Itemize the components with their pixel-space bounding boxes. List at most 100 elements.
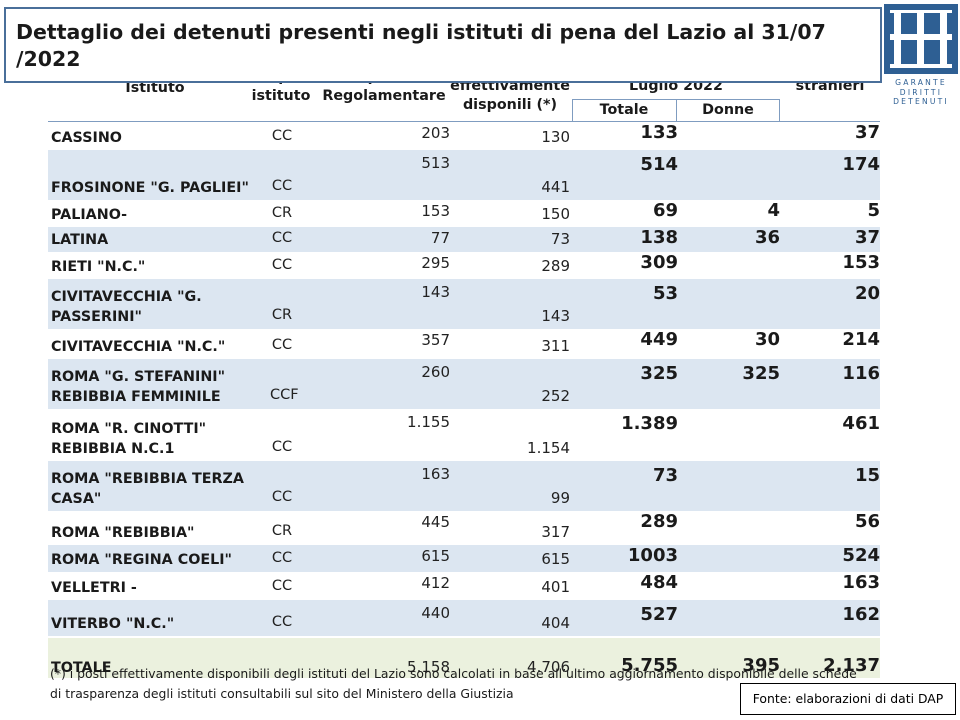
table-row: ROMA "R. CINOTTI" REBIBBIA N.C.1 CC 1.155 1.…: [48, 409, 880, 461]
capienza-cell: 1.155: [407, 413, 450, 431]
header-totale: Totale: [599, 102, 649, 118]
institute-name-line: VELLETRI -: [51, 580, 137, 596]
institute-name-line: VITERBO "N.C.": [51, 616, 175, 632]
institute-name: LATINA: [51, 230, 108, 250]
header-istituto: Istituto: [125, 80, 185, 96]
stranieri-cell: 214: [842, 329, 880, 350]
institute-name: ROMA "R. CINOTTI" REBIBBIA N.C.1: [51, 419, 206, 459]
institute-name-line: REBIBBIA FEMMINILE: [51, 389, 221, 405]
institute-name-line: CASSINO: [51, 130, 122, 146]
table-row: CIVITAVECCHIA "G. PASSERINI" CR 143 143 53 20: [48, 279, 880, 329]
stranieri-cell: 116: [842, 363, 880, 384]
totale-cell: 514: [640, 154, 678, 175]
institute-name: CIVITAVECCHIA "G. PASSERINI": [51, 287, 202, 327]
capienza-cell: 513: [421, 154, 450, 172]
institute-name: CIVITAVECCHIA "N.C.": [51, 337, 225, 357]
institute-name: VELLETRI -: [51, 578, 137, 598]
institute-name-line: PALIANO-: [51, 207, 128, 223]
posti-cell: 311: [541, 337, 570, 355]
institute-name: ROMA "REBIBBIA": [51, 523, 195, 543]
totale-cell: 133: [640, 122, 678, 143]
totale-cell: 73: [652, 465, 678, 486]
subheader-left-line: [572, 99, 573, 121]
table-row: FROSINONE "G. PAGLIEI" CC 513 441 514 174: [48, 150, 880, 200]
capienza-cell: 440: [421, 604, 450, 622]
posti-cell: 150: [541, 205, 570, 223]
institute-name-line: ROMA "R. CINOTTI": [51, 421, 207, 437]
institute-name: ROMA "REBIBBIA TERZA CASA": [51, 469, 244, 509]
stranieri-cell: 15: [854, 465, 880, 486]
source-box: Fonte: elaborazioni di dati DAP: [740, 683, 956, 715]
table-row: ROMA "G. STEFANINI" REBIBBIA FEMMINILE CCF…: [48, 359, 880, 409]
totale-cell: 325: [640, 363, 678, 384]
donne-cell: 4: [767, 200, 780, 221]
institute-name-line: FROSINONE "G. PAGLIEI": [51, 180, 249, 196]
total-posti: 4.706: [527, 658, 570, 676]
posti-cell: 289: [541, 257, 570, 275]
table-row: CIVITAVECCHIA "N.C." CC 357 311 449 30 214: [48, 329, 880, 359]
institute-name: PALIANO-: [51, 205, 127, 225]
totale-cell: 309: [640, 252, 678, 273]
garante-logo-icon: [884, 4, 958, 74]
capienza-cell: 615: [421, 547, 450, 565]
total-capienza: 5.158: [407, 658, 450, 676]
subheader-mid-line: [676, 99, 677, 121]
totale-cell: 484: [640, 572, 678, 593]
total-label: TOTALE: [51, 660, 112, 676]
stranieri-cell: 174: [842, 154, 880, 175]
stranieri-cell: 37: [854, 122, 880, 143]
capienza-cell: 445: [421, 513, 450, 531]
institute-name-line: ROMA "REBIBBIA": [51, 525, 195, 541]
tipo-cell: CC: [271, 230, 293, 246]
title-box: Dettaglio dei detenuti presenti negli is…: [4, 7, 882, 83]
posti-cell: 99: [550, 489, 570, 507]
institute-name: CASSINO: [51, 128, 122, 148]
tipo-cell: CC: [271, 489, 293, 505]
institute-name: VITERBO "N.C.": [51, 614, 174, 634]
totale-cell: 449: [640, 329, 678, 350]
tipo-cell: CC: [271, 178, 293, 194]
capienza-cell: 153: [421, 202, 450, 220]
institute-name-line: CIVITAVECCHIA "G.: [51, 289, 202, 305]
tipo-cell: CC: [271, 614, 293, 630]
stranieri-cell: 5: [867, 200, 880, 221]
posti-cell: 130: [541, 128, 570, 146]
tipo-cell: CC: [271, 128, 293, 144]
institute-name-line: CASA": [51, 491, 102, 507]
posti-cell: 143: [541, 307, 570, 325]
table-row: ROMA "REGINA COELI" CC 615 615 1003 524: [48, 545, 880, 572]
total-row: TOTALE 5.158 4.706 5.755 395 2.137: [48, 638, 880, 678]
posti-cell: 615: [541, 550, 570, 568]
institute-name-line: ROMA "REBIBBIA TERZA: [51, 471, 244, 487]
total-donne: 395: [742, 655, 780, 676]
posti-cell: 252: [541, 387, 570, 405]
posti-cell: 401: [541, 578, 570, 596]
donne-cell: 325: [742, 363, 780, 384]
header-donne: Donne: [702, 102, 754, 118]
donne-cell: 36: [754, 227, 780, 248]
institute-name-line: REBIBBIA N.C.1: [51, 441, 175, 457]
totale-cell: 53: [652, 283, 678, 304]
capienza-cell: 412: [421, 574, 450, 592]
capienza-cell: 295: [421, 254, 450, 272]
totale-cell: 289: [640, 511, 678, 532]
garante-logo: GARANTE DIRITTI DETENUTI: [882, 0, 960, 110]
posti-cell: 73: [550, 230, 570, 248]
tipo-cell: CR: [271, 205, 293, 221]
stranieri-cell: 153: [842, 252, 880, 273]
total-totale: 5.755: [621, 655, 678, 676]
stranieri-cell: 163: [842, 572, 880, 593]
institute-name: RIETI "N.C.": [51, 257, 145, 277]
capienza-cell: 163: [421, 465, 450, 483]
capienza-cell: 143: [421, 283, 450, 301]
table-row: CASSINO CC 203 130 133 37: [48, 122, 880, 150]
stranieri-cell: 20: [854, 283, 880, 304]
tipo-cell: CC: [271, 257, 293, 273]
capienza-cell: 357: [421, 331, 450, 349]
posti-cell: 317: [541, 523, 570, 541]
institute-name-line: ROMA "REGINA COELI": [51, 552, 233, 568]
logo-lettering: GARANTE DIRITTI DETENUTI: [893, 78, 949, 106]
institute-name-line: LATINA: [51, 232, 109, 248]
institute-name-line: PASSERINI": [51, 309, 143, 325]
posti-cell: 441: [541, 178, 570, 196]
